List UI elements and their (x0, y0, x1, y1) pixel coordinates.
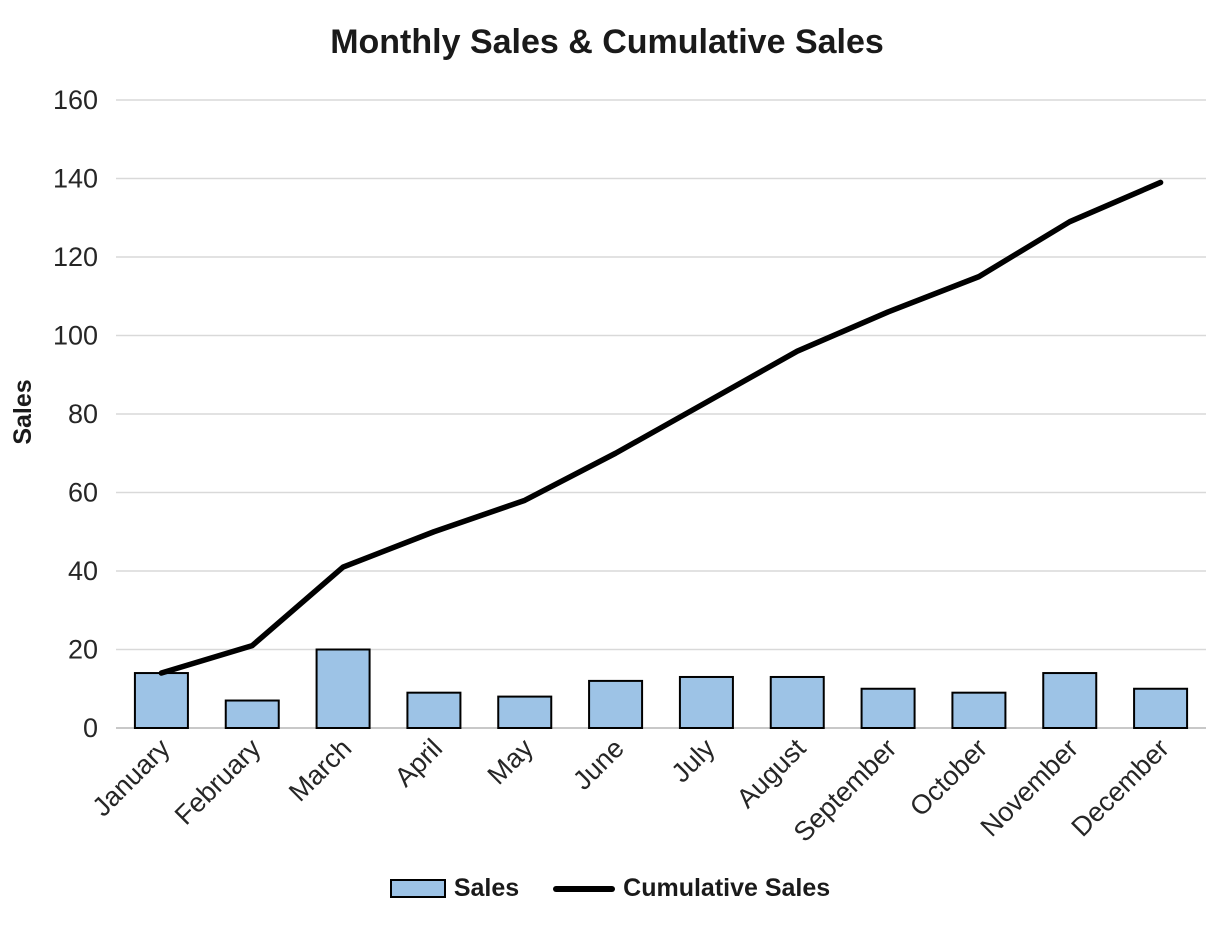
y-tick-label-80: 80 (68, 399, 98, 429)
bar-june (588, 679, 644, 730)
sales-bar-swatch-icon (389, 879, 446, 898)
legend-label-cumulative: Cumulative Sales (623, 874, 831, 902)
bar-october (951, 691, 1007, 729)
cumulative-line-group (158, 179, 1164, 676)
legend-item-cumulative: Cumulative Sales (553, 876, 830, 901)
bar-july (678, 675, 734, 729)
bar-november (1042, 672, 1098, 729)
bar-august (769, 675, 825, 729)
legend-item-sales: Sales (389, 874, 520, 902)
y-tick-label-140: 140 (53, 164, 98, 194)
y-tick-label-40: 40 (68, 556, 98, 586)
legend: Sales Cumulative Sales (0, 876, 1220, 901)
x-tick-label-april: April (389, 733, 448, 792)
sales-bars-group (133, 648, 1189, 730)
bar-september (860, 687, 916, 729)
bar-april (406, 691, 462, 729)
cumulative-sales-line (158, 179, 1164, 676)
x-tick-label-march: March (283, 733, 357, 807)
bar-march (315, 648, 371, 729)
x-tick-label-december: December (1066, 733, 1175, 842)
x-tick-label-june: June (567, 733, 630, 796)
cumulative-line-swatch-icon (553, 885, 616, 892)
bar-january (133, 672, 189, 729)
y-tick-labels-group: 0 20 40 60 80 100 120 140 160 (53, 85, 98, 743)
y-tick-label-20: 20 (68, 635, 98, 665)
x-tick-label-august: August (731, 733, 812, 814)
y-tick-label-0: 0 (83, 713, 98, 743)
bar-may (497, 695, 553, 729)
bar-december (1133, 687, 1189, 729)
y-tick-label-100: 100 (53, 321, 98, 351)
y-tick-label-120: 120 (53, 242, 98, 272)
x-tick-label-february: February (169, 733, 267, 831)
x-tick-label-november: November (975, 733, 1084, 842)
x-tick-label-january: January (87, 733, 176, 822)
x-tick-label-october: October (904, 733, 993, 822)
chart-title: Monthly Sales & Cumulative Sales (330, 23, 884, 61)
gridlines-group (116, 99, 1206, 729)
x-tick-label-may: May (482, 733, 540, 791)
y-axis-title: Sales (9, 379, 37, 444)
y-tick-label-160: 160 (53, 85, 98, 115)
bar-february (224, 699, 280, 730)
x-tick-label-july: July (665, 733, 721, 789)
legend-label-sales: Sales (453, 874, 520, 902)
y-tick-label-60: 60 (68, 478, 98, 508)
